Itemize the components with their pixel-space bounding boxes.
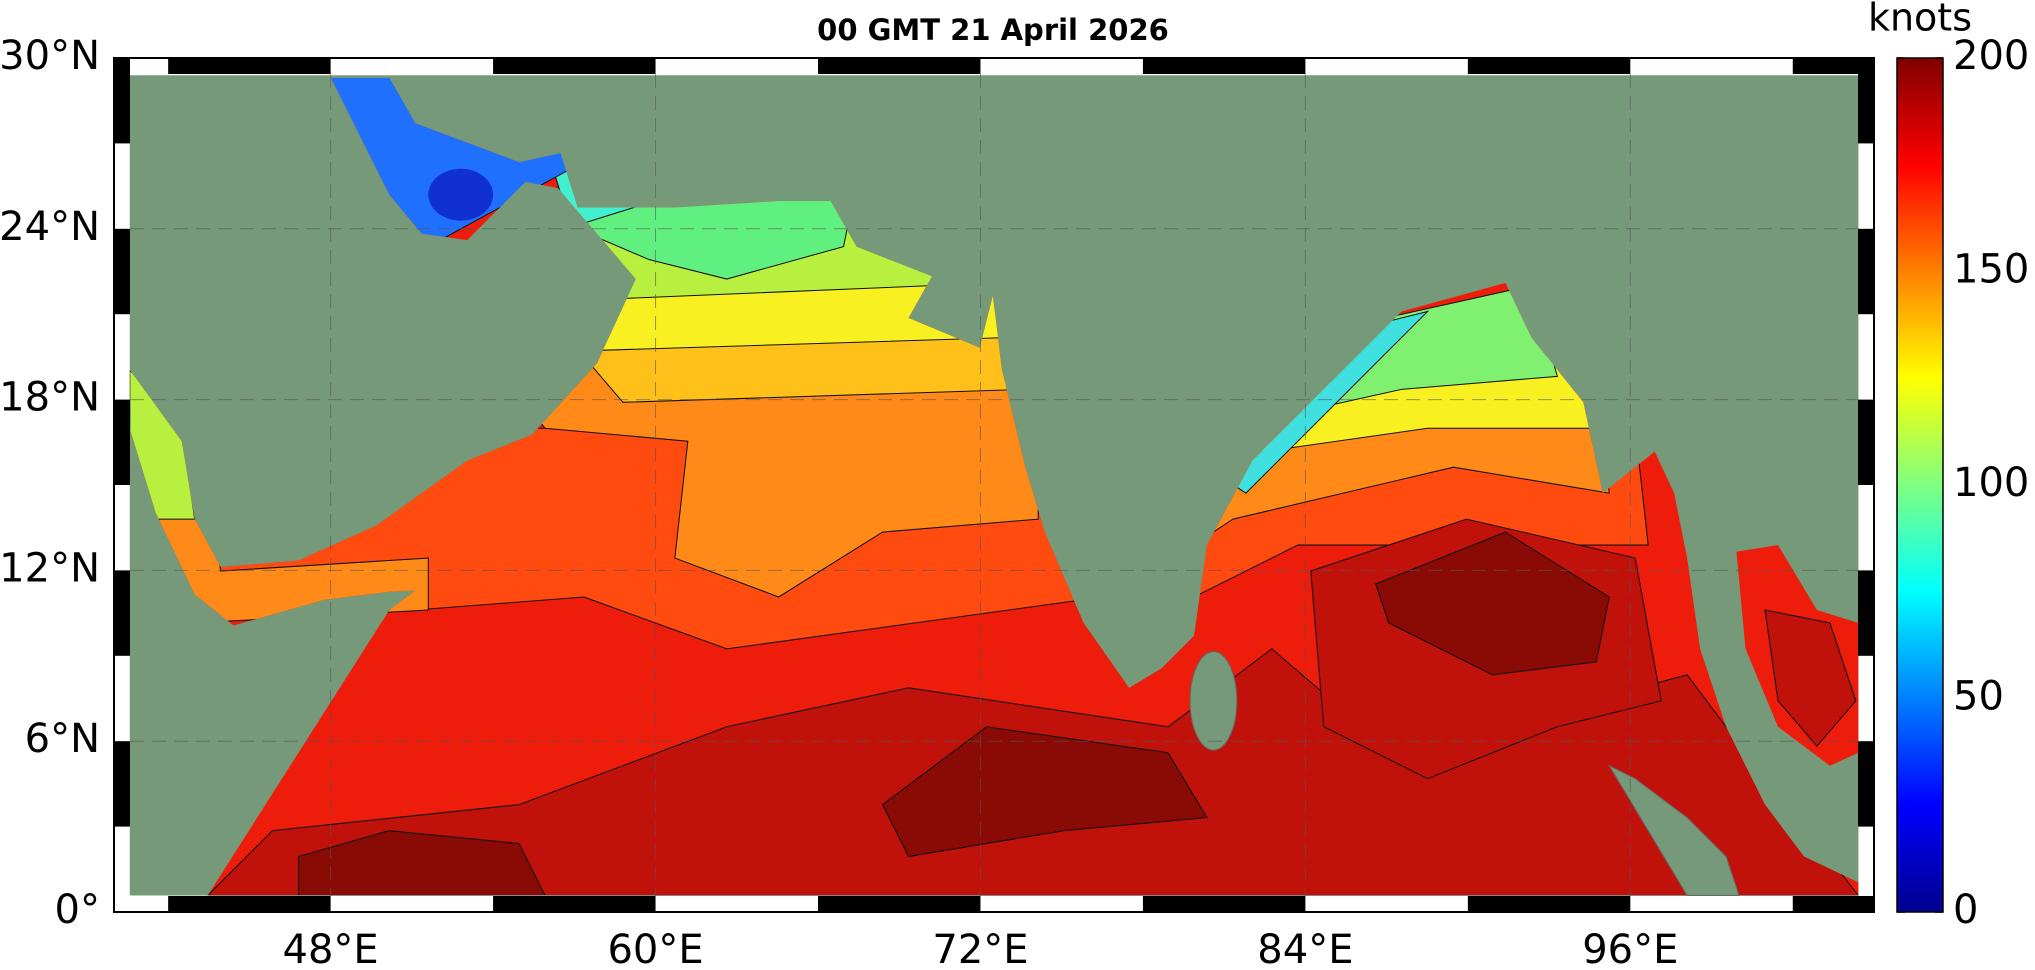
- x-tick-label: 96°E: [1582, 927, 1678, 970]
- colorbar-tick-label: 200: [1953, 33, 2029, 79]
- frame-block: [114, 570, 130, 656]
- frame-block: [114, 741, 130, 827]
- x-tick-label: 72°E: [932, 927, 1028, 970]
- frame-block: [1142, 58, 1306, 74]
- frame-block: [818, 896, 981, 912]
- frame-block: [493, 896, 656, 912]
- frame-block: [1858, 399, 1874, 485]
- colorbar-tick-label: 150: [1953, 247, 2029, 293]
- frame-block: [1792, 896, 1874, 912]
- y-tick-label: 6°N: [25, 716, 100, 762]
- y-tick-label: 0°: [55, 887, 100, 933]
- sumatra: [1607, 764, 1740, 897]
- colorbar-label: knots: [1868, 0, 1972, 40]
- x-tick-label: 84°E: [1257, 927, 1353, 970]
- y-tick-label: 18°N: [0, 375, 100, 421]
- frame-block: [1467, 58, 1631, 74]
- x-tick-label: 60°E: [607, 927, 703, 970]
- axes: 48°E 60°E 72°E 84°E 96°E 0° 6°N 12°N 18°N 24°N 30°…: [0, 33, 2029, 970]
- colorbar-tick-label: 100: [1953, 460, 2029, 506]
- colorbar-tick-label: 50: [1953, 674, 2004, 720]
- colorbar: [1896, 57, 1944, 913]
- sri-lanka: [1189, 650, 1238, 751]
- map-area: [129, 75, 1859, 897]
- y-tick-label: 30°N: [0, 33, 100, 79]
- frame-block: [114, 399, 130, 485]
- map-title: 00 GMT 21 April 2026: [817, 13, 1169, 47]
- y-tick-label: 24°N: [0, 204, 100, 250]
- frame-block: [114, 228, 130, 315]
- frame-block: [168, 58, 331, 74]
- frame-block: [1467, 896, 1631, 912]
- frame-block: [1858, 58, 1874, 144]
- y-tick-label: 12°N: [0, 545, 100, 591]
- x-tick-label: 48°E: [283, 927, 379, 970]
- colorbar-tick-label: 0: [1953, 887, 1978, 933]
- frame-block: [114, 58, 130, 144]
- frame-block: [1858, 228, 1874, 315]
- frame-block: [1792, 58, 1874, 74]
- frame-block: [818, 58, 981, 74]
- frame-block: [168, 896, 331, 912]
- frame-block: [1858, 570, 1874, 656]
- frame-block: [1858, 741, 1874, 827]
- frame-block: [493, 58, 656, 74]
- frame-block: [1142, 896, 1306, 912]
